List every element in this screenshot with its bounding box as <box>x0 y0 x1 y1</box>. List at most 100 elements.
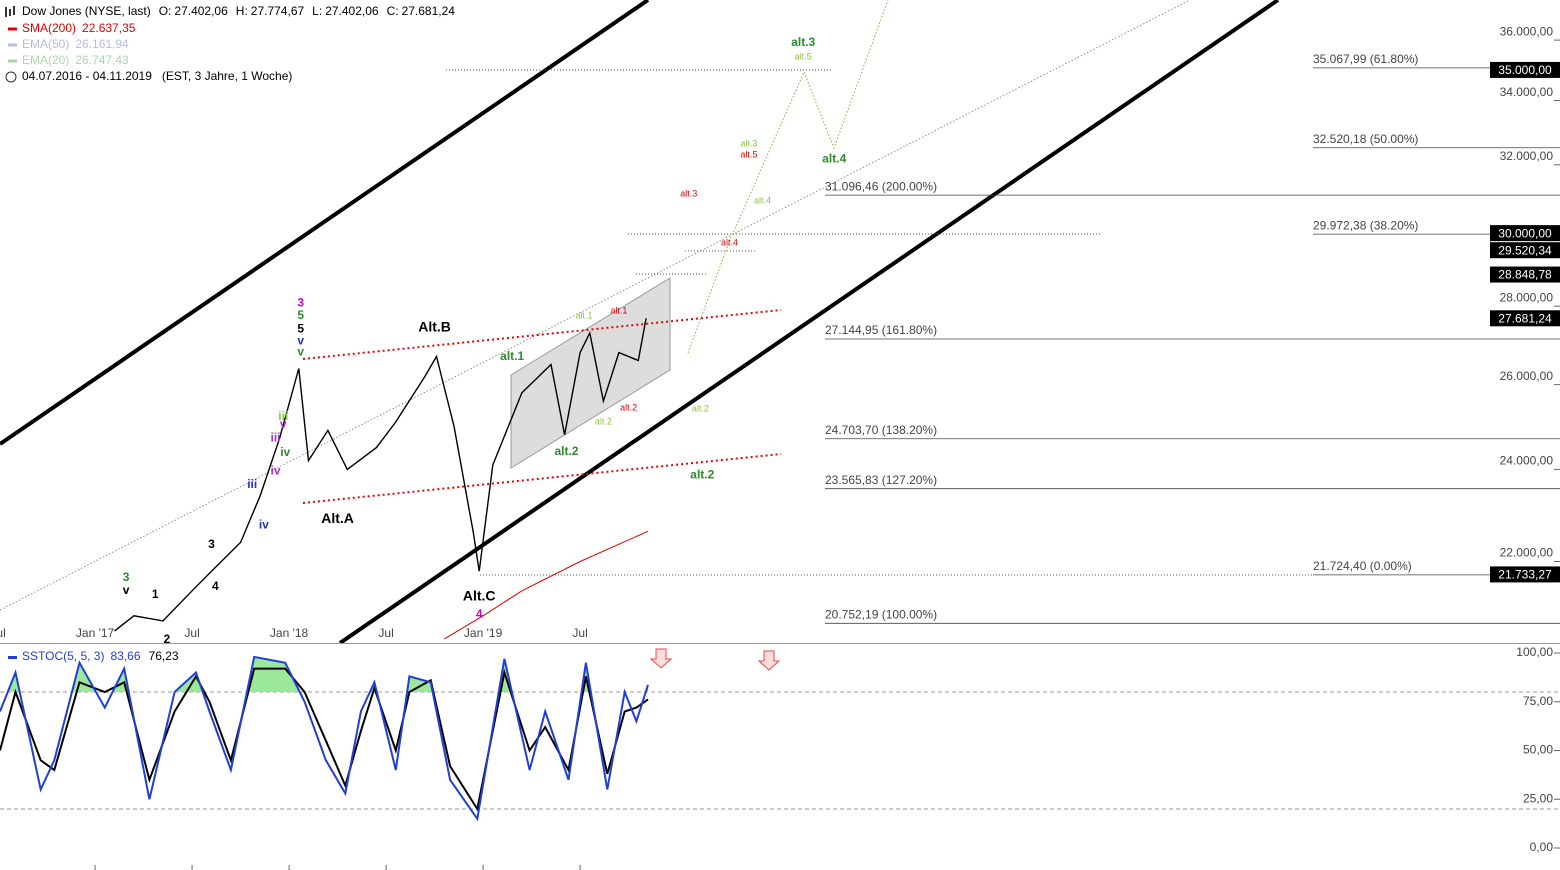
wave-label: Alt.A <box>321 510 354 526</box>
wave-label: iv <box>270 463 280 477</box>
price-tag-label: 27.681,24 <box>1498 311 1552 325</box>
header-text: 27.774,67 <box>251 4 305 18</box>
wave-label: 3 <box>297 295 304 309</box>
price-tag <box>1490 242 1560 259</box>
trend-line <box>0 0 650 446</box>
wave-label: 3 <box>123 570 130 584</box>
header-text: 27.402,06 <box>174 4 228 18</box>
price-plot <box>114 318 649 640</box>
wave-label: 4 <box>212 579 219 593</box>
price-tag <box>1490 266 1560 283</box>
wave-label: 2 <box>164 632 171 646</box>
header-text: Dow Jones (NYSE, last) <box>22 4 151 18</box>
wave-label: iv <box>280 445 290 459</box>
y-tick-label: 32.000,00 <box>1500 149 1554 163</box>
header-text: 04.07.2016 - 04.11.2019 <box>22 69 152 83</box>
wave-label: alt.5 <box>740 149 757 159</box>
y-tick-label: 22.000,00 <box>1500 546 1554 560</box>
trend-line <box>0 0 1191 611</box>
y-tick-label: 50,00 <box>1523 743 1553 757</box>
stoch-line <box>0 667 649 812</box>
wave-label: iv <box>259 517 269 531</box>
header-text: 83,66 <box>110 649 140 663</box>
projection <box>687 0 889 354</box>
y-tick-label: 34.000,00 <box>1500 85 1554 99</box>
fib-label: 32.520,18 (50.00%) <box>1313 132 1418 146</box>
y-tick-label: 28.000,00 <box>1500 290 1554 304</box>
header-text: EMA(20) <box>22 53 69 67</box>
header-text: L: <box>312 4 322 18</box>
channel-line <box>302 309 782 360</box>
header-text: C: <box>387 4 399 18</box>
price-tag <box>1490 61 1560 78</box>
wave-label: alt.4 <box>721 237 738 247</box>
wave-label: 3 <box>208 537 215 551</box>
x-tick-label: Jul <box>0 626 6 640</box>
stoch-line <box>0 655 649 822</box>
x-tick-label: Jul <box>378 626 393 640</box>
wave-label: 5 <box>297 321 304 335</box>
price-tag <box>1490 310 1560 327</box>
y-tick-label: 100,00 <box>1516 645 1553 659</box>
price-tag-label: 21.733,27 <box>1498 568 1552 582</box>
legend-swatch <box>8 656 17 659</box>
wave-label: iii <box>270 430 280 444</box>
header-text: O: <box>159 4 172 18</box>
header-text: 26.161,94 <box>75 37 129 51</box>
y-tick-label: 25,00 <box>1523 791 1553 805</box>
legend-swatch <box>8 43 17 47</box>
wave-label: 4 <box>476 607 483 621</box>
x-tick-label: Jan '17 <box>76 626 115 640</box>
header-text: 27.402,06 <box>325 4 379 18</box>
header-text: 26.747,43 <box>75 53 129 67</box>
y-tick-label: 75,00 <box>1523 694 1553 708</box>
wave-label: Alt.B <box>418 319 451 335</box>
wave-label: alt.3 <box>680 188 697 198</box>
drawings <box>0 0 1313 643</box>
channel-line <box>302 453 782 504</box>
wave-label: alt.2 <box>595 416 612 426</box>
y-tick-label: 0,00 <box>1530 840 1554 854</box>
header-text: EMA(50) <box>22 37 69 51</box>
wave-label: alt.1 <box>500 349 524 363</box>
wave-label: v <box>297 333 304 347</box>
fib-label: 21.724,40 (0.00%) <box>1313 559 1412 573</box>
header-text: SMA(200) <box>22 21 76 35</box>
fib-label: 27.144,95 (161.80%) <box>825 323 937 337</box>
x-tick-label: Jan '18 <box>270 626 309 640</box>
legend-swatch <box>8 59 17 63</box>
price-tag-label: 35.000,00 <box>1498 63 1552 77</box>
wave-label: Alt.C <box>463 587 496 603</box>
clock-icon <box>5 71 17 83</box>
header-text: 27.681,24 <box>402 4 456 18</box>
wave-label: iii <box>278 409 288 423</box>
fib-label: 35.067,99 (61.80%) <box>1313 52 1418 66</box>
header-icon <box>5 6 15 17</box>
wave-label: alt.4 <box>822 151 846 165</box>
price-tag-label: 30.000,00 <box>1498 226 1552 240</box>
wave-label: alt.5 <box>795 51 812 61</box>
wave-label: 1 <box>152 587 159 601</box>
wave-label: alt.2 <box>692 403 709 413</box>
wave-label: alt.3 <box>740 139 757 149</box>
header-text: H: <box>236 4 248 18</box>
price-line <box>114 318 647 632</box>
header-text: (EST, 3 Jahre, 1 Woche) <box>162 69 293 83</box>
fib-label: 29.972,38 (38.20%) <box>1313 218 1418 232</box>
signal-arrow <box>757 650 781 671</box>
wave-label: alt.1 <box>610 305 627 315</box>
x-tick-label: Jan '19 <box>464 626 503 640</box>
price-tag-label: 29.520,34 <box>1498 243 1552 257</box>
wave-label: v <box>123 583 130 597</box>
y-tick-label: 24.000,00 <box>1500 454 1554 468</box>
wave-label: alt.2 <box>620 402 637 412</box>
x-tick-label: Jul <box>572 626 587 640</box>
x-tick-label: Jul <box>184 626 199 640</box>
wave-label: v <box>280 417 287 431</box>
price-tag <box>1490 225 1560 242</box>
wave-label: iii <box>247 477 257 491</box>
fib-label: 20.752,19 (100.00%) <box>825 607 937 621</box>
header-text: SSTOC(5, 5, 3) <box>22 649 104 663</box>
